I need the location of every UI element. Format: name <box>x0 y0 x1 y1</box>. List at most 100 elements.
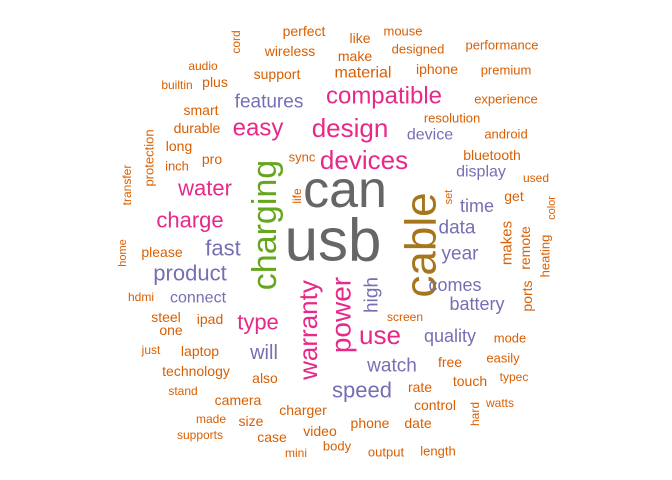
word-make: make <box>338 48 372 64</box>
word-sync: sync <box>289 150 316 165</box>
word-perfect: perfect <box>283 23 326 39</box>
word-life: life <box>290 188 304 204</box>
word-steel: steel <box>151 309 181 325</box>
word-year: year <box>442 244 480 265</box>
word-devices: devices <box>320 145 408 175</box>
word-type: type <box>237 310 279 335</box>
word-stand: stand <box>168 384 197 398</box>
word-power: power <box>326 277 357 353</box>
word-just: just <box>141 343 161 357</box>
word-fast: fast <box>205 236 240 261</box>
word-supports: supports <box>177 428 223 442</box>
word-camera: camera <box>215 392 262 408</box>
word-data: data <box>439 218 476 239</box>
word-speed: speed <box>332 378 392 403</box>
word-android: android <box>484 127 527 142</box>
word-used: used <box>523 171 549 185</box>
word-heating: heating <box>538 235 553 278</box>
word-body: body <box>323 439 352 454</box>
word-cord: cord <box>229 30 243 53</box>
word-pro: pro <box>202 151 222 167</box>
word-easy: easy <box>233 115 284 142</box>
word-material: material <box>335 65 392 82</box>
word-watts: watts <box>485 396 514 410</box>
word-performance: performance <box>466 38 539 53</box>
word-premium: premium <box>481 63 532 78</box>
word-support: support <box>254 66 301 82</box>
word-get: get <box>504 188 524 204</box>
word-length: length <box>420 444 455 459</box>
word-hard: hard <box>468 402 482 426</box>
word-watch: watch <box>366 356 417 377</box>
word-compatible: compatible <box>326 83 442 110</box>
word-battery: battery <box>449 294 504 314</box>
word-wireless: wireless <box>264 43 316 59</box>
word-product: product <box>153 261 226 286</box>
word-inch: inch <box>165 159 189 174</box>
word-resolution: resolution <box>424 111 480 126</box>
word-time: time <box>460 196 494 216</box>
word-iphone: iphone <box>416 61 458 77</box>
word-connect: connect <box>170 290 227 307</box>
word-date: date <box>404 415 431 431</box>
word-size: size <box>239 413 264 429</box>
word-high: high <box>362 277 383 313</box>
word-mode: mode <box>494 331 527 346</box>
word-can: can <box>303 161 387 219</box>
word-also: also <box>252 370 278 386</box>
word-phone: phone <box>351 415 390 431</box>
word-one: one <box>159 322 183 338</box>
word-mini: mini <box>285 446 307 460</box>
word-usb: usb <box>285 207 382 274</box>
word-made: made <box>196 412 226 426</box>
word-charger: charger <box>279 402 327 418</box>
word-please: please <box>141 244 182 260</box>
word-audio: audio <box>188 59 218 73</box>
word-mouse: mouse <box>383 24 422 39</box>
word-set: set <box>443 190 455 205</box>
word-builtin: builtin <box>161 78 192 92</box>
word-output: output <box>368 445 405 460</box>
word-designed: designed <box>392 42 445 57</box>
word-display: display <box>456 164 506 181</box>
word-comes: comes <box>428 275 481 295</box>
word-control: control <box>414 397 456 413</box>
word-remote: remote <box>517 226 533 270</box>
word-free: free <box>438 354 462 370</box>
word-cable: cable <box>397 192 446 297</box>
word-ipad: ipad <box>197 311 223 327</box>
word-plus: plus <box>202 74 228 90</box>
word-water: water <box>177 176 232 201</box>
word-use: use <box>359 320 401 350</box>
word-charging: charging <box>246 160 284 290</box>
word-ports: ports <box>519 280 535 311</box>
word-design: design <box>312 113 389 143</box>
word-home: home <box>117 239 129 267</box>
word-rate: rate <box>408 379 432 395</box>
word-device: device <box>407 127 453 144</box>
word-technology: technology <box>162 363 230 379</box>
word-video: video <box>303 423 337 439</box>
word-quality: quality <box>424 326 476 346</box>
word-makes: makes <box>499 221 516 265</box>
word-will: will <box>249 342 278 364</box>
word-durable: durable <box>174 120 221 136</box>
word-easily: easily <box>486 351 520 366</box>
word-charge: charge <box>156 208 223 233</box>
word-typec: typec <box>500 370 529 384</box>
word-protection: protection <box>142 129 157 186</box>
word-hdmi: hdmi <box>128 290 154 304</box>
word-experience: experience <box>474 92 538 107</box>
word-smart: smart <box>184 102 219 118</box>
word-screen: screen <box>387 310 423 324</box>
word-touch: touch <box>453 373 487 389</box>
word-transfer: transfer <box>120 165 134 206</box>
word-laptop: laptop <box>181 343 219 359</box>
word-bluetooth: bluetooth <box>463 147 521 163</box>
word-color: color <box>546 196 558 220</box>
word-features: features <box>235 92 304 113</box>
word-like: like <box>349 30 370 46</box>
word-long: long <box>166 138 192 154</box>
word-case: case <box>257 429 287 445</box>
